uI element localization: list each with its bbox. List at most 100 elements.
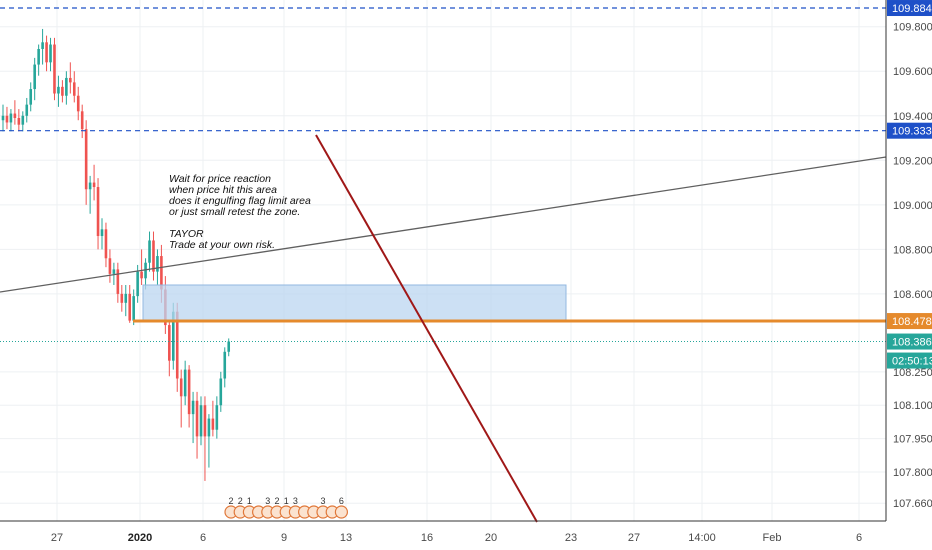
price-label-text: 108.386 bbox=[892, 337, 932, 349]
candle-body bbox=[1, 115, 5, 121]
event-badge[interactable]: 3 bbox=[261, 496, 275, 519]
y-tick-label: 107.800 bbox=[893, 467, 932, 479]
y-tick-label: 109.800 bbox=[893, 22, 932, 34]
candle-body bbox=[215, 405, 219, 430]
candle-body bbox=[199, 405, 203, 437]
candle-body bbox=[116, 269, 120, 294]
candle-body bbox=[171, 311, 175, 361]
candle-body bbox=[104, 229, 108, 259]
x-tick-label: 23 bbox=[565, 532, 577, 544]
price-label-box: 109.884 bbox=[887, 0, 932, 17]
x-tick-label: 9 bbox=[281, 532, 287, 544]
candle-body bbox=[195, 400, 199, 437]
candle-body bbox=[132, 296, 135, 321]
candle-body bbox=[25, 104, 29, 116]
event-count: 1 bbox=[247, 496, 252, 506]
candle-body bbox=[13, 113, 17, 119]
candle-body bbox=[120, 293, 124, 303]
candle-body bbox=[160, 256, 163, 290]
note-line: when price hit this area bbox=[169, 184, 277, 196]
candle-body bbox=[183, 369, 187, 397]
y-tick-label: 109.000 bbox=[893, 200, 932, 212]
event-count: 1 bbox=[284, 496, 289, 506]
descending-red-line[interactable] bbox=[315, 134, 538, 523]
event-count: 6 bbox=[339, 496, 344, 506]
candle-body bbox=[152, 240, 155, 272]
price-label-box: 02:50:13 bbox=[887, 352, 932, 369]
event-badge[interactable]: 1 bbox=[279, 496, 293, 519]
candle-body bbox=[112, 269, 116, 274]
candle-body bbox=[69, 77, 72, 83]
note-line: does it engulfing flag limit area bbox=[169, 195, 311, 207]
candle-body bbox=[175, 311, 179, 379]
limit-zone-box[interactable] bbox=[142, 284, 567, 322]
x-tick-label: 6 bbox=[856, 532, 862, 544]
candle-body bbox=[219, 378, 223, 406]
x-tick-label: 27 bbox=[51, 532, 63, 544]
price-label-bg bbox=[887, 122, 932, 139]
time-axis[interactable]: 27 2020 6 9 13 16 20 23 27 14:00 Feb 6 bbox=[51, 532, 862, 544]
candle-body bbox=[203, 405, 207, 437]
candle-body bbox=[207, 418, 211, 437]
price-label-box: 108.478 bbox=[887, 313, 932, 330]
y-tick-label: 109.200 bbox=[893, 155, 932, 167]
candle-body bbox=[124, 293, 128, 303]
event-count: 2 bbox=[238, 496, 243, 506]
x-tick-label: 20 bbox=[485, 532, 497, 544]
candle-body bbox=[84, 129, 88, 190]
candle-body bbox=[227, 341, 231, 352]
event-count: 2 bbox=[274, 496, 279, 506]
candle-body bbox=[57, 86, 60, 94]
candle-body bbox=[168, 325, 171, 361]
drawings bbox=[0, 7, 887, 523]
candle-body bbox=[136, 271, 139, 297]
price-label-text: 109.884 bbox=[892, 3, 932, 15]
candle-body bbox=[211, 418, 215, 430]
candle-body bbox=[156, 256, 159, 272]
price-label-text: 108.478 bbox=[892, 316, 932, 328]
candle-body bbox=[144, 262, 147, 279]
price-label-bg bbox=[887, 0, 932, 17]
x-tick-label: 27 bbox=[628, 532, 640, 544]
trend-line[interactable] bbox=[0, 156, 887, 293]
price-label-box: 108.386 bbox=[887, 333, 932, 350]
candle-body bbox=[179, 378, 183, 397]
y-tick-label: 108.100 bbox=[893, 400, 932, 412]
candle-body bbox=[21, 115, 25, 125]
candle-body bbox=[108, 258, 112, 274]
candle-body bbox=[92, 182, 96, 188]
event-count: 3 bbox=[293, 496, 298, 506]
price-labels: 109.884 109.333 108.478 108.386 02:50:13 bbox=[887, 0, 932, 369]
x-tick-label: 16 bbox=[421, 532, 433, 544]
price-axis[interactable]: 109.800 109.600 109.400 109.200 109.000 108.8… bbox=[893, 22, 932, 510]
candle-body bbox=[148, 240, 151, 263]
y-tick-label: 107.950 bbox=[893, 434, 932, 446]
candle-body bbox=[49, 44, 52, 63]
candle-body bbox=[191, 400, 195, 415]
candle-body bbox=[76, 95, 80, 112]
note-line: or just small retest the zone. bbox=[169, 206, 300, 218]
price-label-bg bbox=[887, 313, 932, 330]
y-tick-label: 108.600 bbox=[893, 289, 932, 301]
candle-body bbox=[223, 351, 227, 379]
y-tick-label: 107.660 bbox=[893, 498, 932, 510]
candle-body bbox=[80, 111, 84, 130]
candle-body bbox=[187, 369, 191, 415]
candle-body bbox=[53, 44, 56, 94]
candle-body bbox=[17, 118, 21, 125]
x-tick-label: 13 bbox=[340, 532, 352, 544]
candle-body bbox=[61, 86, 64, 96]
candle-body bbox=[33, 64, 36, 90]
x-tick-label: Feb bbox=[763, 532, 782, 544]
candle-body bbox=[72, 82, 76, 96]
candle-body bbox=[37, 48, 40, 65]
x-tick-label: 6 bbox=[200, 532, 206, 544]
event-badge[interactable]: 6 bbox=[334, 496, 348, 519]
price-label-box: 109.333 bbox=[887, 122, 932, 139]
event-count: 3 bbox=[265, 496, 270, 506]
y-tick-label: 109.400 bbox=[893, 111, 932, 123]
